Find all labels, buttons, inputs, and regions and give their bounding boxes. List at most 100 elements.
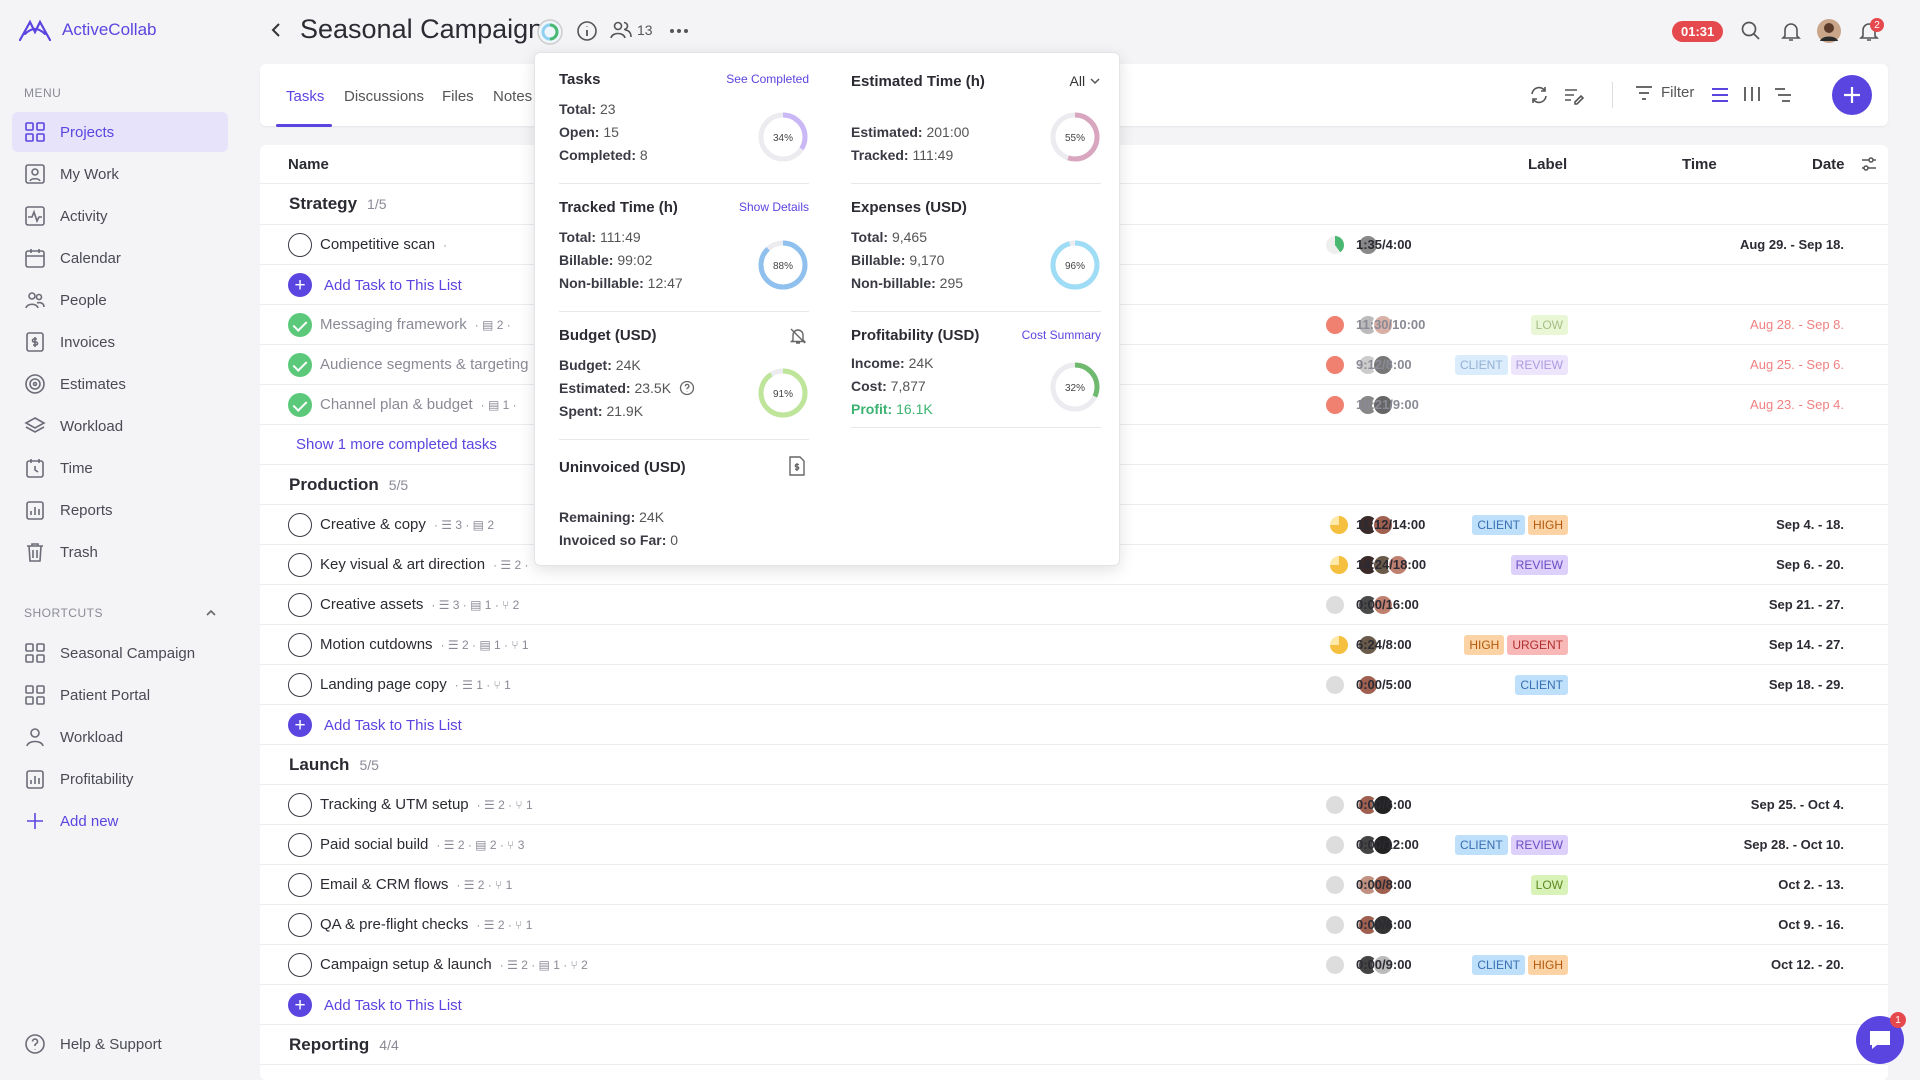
task-checkbox[interactable] xyxy=(288,833,312,857)
assignee-avatars[interactable] xyxy=(1357,674,1379,696)
add-task-plus-button[interactable] xyxy=(1832,75,1872,115)
sync-icon[interactable] xyxy=(1528,84,1550,110)
assignee-avatars[interactable] xyxy=(1357,954,1394,976)
task-checkbox[interactable] xyxy=(288,353,312,377)
assignee-avatars[interactable] xyxy=(1357,234,1379,256)
label-review[interactable]: REVIEW xyxy=(1510,355,1568,375)
assignee-avatars[interactable] xyxy=(1357,314,1394,336)
invoice-icon[interactable] xyxy=(787,455,807,481)
task-checkbox[interactable] xyxy=(288,673,312,697)
task-checkbox[interactable] xyxy=(288,233,312,257)
task-row[interactable]: Key visual & art direction · ☰ 2 · REVIEW 1… xyxy=(260,545,1888,585)
task-time[interactable]: 0:00/9:00 xyxy=(1356,957,1412,972)
task-time[interactable]: 9:12/8:00 xyxy=(1356,357,1412,372)
task-checkbox[interactable] xyxy=(288,313,312,337)
timeline-view-icon[interactable] xyxy=(1773,86,1793,108)
task-time[interactable]: 10:21/9:00 xyxy=(1356,397,1419,412)
assignee-avatars[interactable] xyxy=(1357,834,1394,856)
task-time[interactable]: 0:00/5:00 xyxy=(1356,677,1412,692)
task-name[interactable]: Creative assets · ☰ 3 · ▤ 1 · ⑂ 2 xyxy=(320,596,520,613)
task-date[interactable]: Aug 29. - Sep 18. xyxy=(1739,237,1844,252)
assignee-avatars[interactable] xyxy=(1357,554,1409,576)
task-date[interactable]: Sep 28. - Oct 10. xyxy=(1743,837,1844,852)
task-name[interactable]: Channel plan & budget · ▤ 1 · xyxy=(320,396,517,413)
task-name[interactable]: Tracking & UTM setup · ☰ 2 · ⑂ 1 xyxy=(320,796,533,813)
label-client[interactable]: CLIENT xyxy=(1454,835,1508,855)
task-checkbox[interactable] xyxy=(288,513,312,537)
group-title[interactable]: Launch 5/5 xyxy=(289,755,379,774)
task-time[interactable]: 0:00/8:00 xyxy=(1356,877,1412,892)
task-time[interactable]: 0:00/6:00 xyxy=(1356,797,1412,812)
shortcut-workload[interactable]: Workload xyxy=(12,717,228,757)
task-row[interactable]: QA & pre-flight checks · ☰ 2 · ⑂ 1 0:00/6:… xyxy=(260,905,1888,945)
timer-badge[interactable]: 01:31 xyxy=(1672,21,1724,42)
sidebar-item-trash[interactable]: Trash xyxy=(12,532,228,572)
task-date[interactable]: Oct 9. - 16. xyxy=(1778,917,1844,932)
task-date[interactable]: Oct 2. - 13. xyxy=(1778,877,1844,892)
label-urgent[interactable]: URGENT xyxy=(1507,635,1568,655)
help-support-link[interactable]: Help & Support xyxy=(12,1024,228,1064)
sidebar-item-calendar[interactable]: Calendar xyxy=(12,238,228,278)
task-date[interactable]: Sep 4. - 18. xyxy=(1776,517,1844,532)
task-row[interactable]: Audience segments & targeting CLIENT REVIE… xyxy=(260,345,1888,385)
label-client[interactable]: CLIENT xyxy=(1472,515,1525,535)
sidebar-item-estimates[interactable]: Estimates xyxy=(12,364,228,404)
task-name[interactable]: Competitive scan · xyxy=(320,236,448,253)
members-button[interactable]: 13 xyxy=(610,20,653,40)
sidebar-item-reports[interactable]: Reports xyxy=(12,490,228,530)
task-date[interactable]: Aug 28. - Sep 8. xyxy=(1750,317,1844,332)
reorder-edit-icon[interactable] xyxy=(1562,84,1585,110)
task-row[interactable]: Email & CRM flows · ☰ 2 · ⑂ 1 LOW 0:00/8:00… xyxy=(260,865,1888,905)
list-view-icon[interactable] xyxy=(1710,86,1730,108)
user-avatar[interactable] xyxy=(1816,18,1842,48)
sidebar-item-people[interactable]: People xyxy=(12,280,228,320)
label-low[interactable]: LOW xyxy=(1530,315,1568,335)
task-date[interactable]: Sep 6. - 20. xyxy=(1776,557,1844,572)
assignee-avatars[interactable] xyxy=(1357,874,1394,896)
task-row[interactable]: Creative assets · ☰ 3 · ▤ 1 · ⑂ 2 0:00/16:… xyxy=(260,585,1888,625)
task-date[interactable]: Oct 12. - 20. xyxy=(1771,957,1844,972)
task-row[interactable]: Messaging framework · ▤ 2 · LOW 11:30/10:00… xyxy=(260,305,1888,345)
tab-tasks[interactable]: Tasks xyxy=(286,88,325,105)
show-completed-link[interactable]: Show 1 more completed tasks xyxy=(296,436,497,453)
task-checkbox[interactable] xyxy=(288,393,312,417)
task-name[interactable]: Audience segments & targeting xyxy=(320,356,529,373)
assignee-avatars[interactable] xyxy=(1357,394,1394,416)
task-time[interactable]: 11:30/10:00 xyxy=(1356,317,1426,332)
task-date[interactable]: Aug 25. - Sep 6. xyxy=(1750,357,1844,372)
column-settings-sliders-icon[interactable] xyxy=(1860,155,1878,177)
task-checkbox[interactable] xyxy=(288,793,312,817)
group-title[interactable]: Reporting 4/4 xyxy=(289,1035,399,1054)
sidebar-item-projects[interactable]: Projects xyxy=(12,112,228,152)
task-checkbox[interactable] xyxy=(288,913,312,937)
add-new-shortcut-button[interactable]: Add new xyxy=(12,801,228,841)
task-time[interactable]: 14:24/18:00 xyxy=(1356,557,1427,572)
task-date[interactable]: Sep 21. - 27. xyxy=(1768,597,1844,612)
task-time[interactable]: 6:24/8:00 xyxy=(1356,637,1412,652)
assignee-avatars[interactable] xyxy=(1357,514,1394,536)
sidebar-item-activity[interactable]: Activity xyxy=(12,196,228,236)
group-title[interactable]: Strategy 1/5 xyxy=(289,194,387,213)
group-title[interactable]: Production 5/5 xyxy=(289,475,409,494)
add-task-button[interactable]: + Add Task to This List xyxy=(288,993,462,1017)
assignee-avatars[interactable] xyxy=(1357,914,1394,936)
task-name[interactable]: Paid social build · ☰ 2 · ▤ 2 · ⑂ 3 xyxy=(320,836,525,853)
app-logo[interactable]: ActiveCollab xyxy=(18,16,157,44)
label-low[interactable]: LOW xyxy=(1530,875,1568,895)
task-time[interactable]: 0:00/12:00 xyxy=(1356,837,1419,852)
sidebar-item-time[interactable]: Time xyxy=(12,448,228,488)
assignee-avatars[interactable] xyxy=(1357,634,1379,656)
task-row[interactable]: Tracking & UTM setup · ☰ 2 · ⑂ 1 0:00/6:00… xyxy=(260,785,1888,825)
task-date[interactable]: Sep 25. - Oct 4. xyxy=(1750,797,1844,812)
task-name[interactable]: Creative & copy · ☰ 3 · ▤ 2 xyxy=(320,516,494,533)
filter-button[interactable]: Filter xyxy=(1635,84,1694,101)
label-client[interactable]: CLIENT xyxy=(1515,675,1568,695)
back-chevron-icon[interactable] xyxy=(270,20,282,44)
mute-bell-icon[interactable] xyxy=(789,327,807,349)
label-high[interactable]: HIGH xyxy=(1528,515,1568,535)
task-time[interactable]: 1:35/4:00 xyxy=(1356,237,1412,252)
info-icon[interactable] xyxy=(576,20,598,46)
task-name[interactable]: Campaign setup & launch · ☰ 2 · ▤ 1 · ⑂ 2 xyxy=(320,956,588,973)
task-name[interactable]: Messaging framework · ▤ 2 · xyxy=(320,316,511,333)
label-review[interactable]: REVIEW xyxy=(1510,555,1568,575)
